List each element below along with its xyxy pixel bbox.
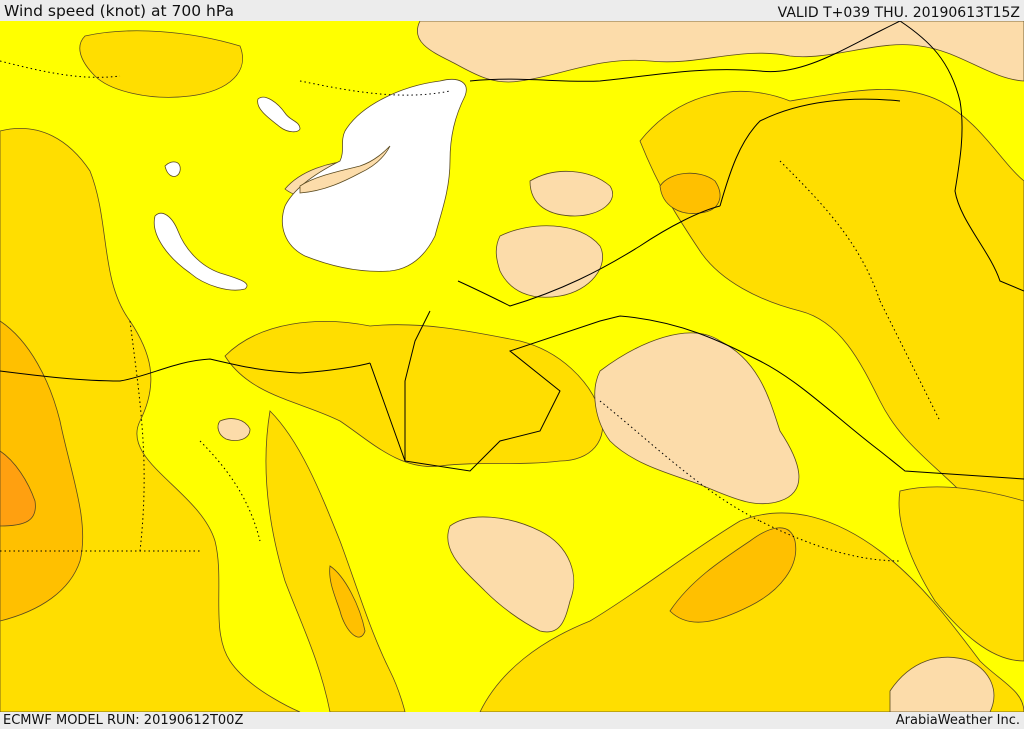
calm-area-syria bbox=[529, 170, 613, 217]
wind-area-strong-north bbox=[659, 172, 721, 214]
admin-borders bbox=[0, 60, 941, 562]
wind-area-sinai bbox=[265, 410, 406, 712]
calm-area-jordan bbox=[495, 225, 603, 298]
calm-area-coast bbox=[217, 418, 251, 441]
wind-area-strong-sinai bbox=[329, 565, 366, 638]
calm-area-north bbox=[417, 21, 1024, 83]
footer-bar: ECMWF MODEL RUN: 20190612T00Z ArabiaWeat… bbox=[0, 712, 1024, 729]
wind-area-south bbox=[479, 512, 1024, 712]
calm-area-east bbox=[594, 332, 800, 505]
wind-area-maximum bbox=[0, 450, 36, 527]
calm-area-south bbox=[447, 516, 574, 633]
water-lake-west bbox=[153, 212, 248, 291]
wind-area-strong-south bbox=[669, 527, 797, 623]
border-lines bbox=[0, 21, 1024, 480]
model-run-label: ECMWF MODEL RUN: 20190612T00Z bbox=[3, 713, 244, 728]
map-canvas bbox=[0, 21, 1024, 712]
wind-area-strong-west bbox=[0, 320, 84, 622]
header-bar: Wind speed (knot) at 700 hPa VALID T+039… bbox=[0, 0, 1024, 21]
wind-speed-map bbox=[0, 21, 1024, 712]
water-lake-small bbox=[164, 161, 181, 177]
wind-area-central bbox=[224, 321, 603, 467]
valid-time-label: VALID T+039 THU. 20190613T15Z bbox=[777, 5, 1020, 21]
wind-area-northwest bbox=[79, 30, 243, 98]
provider-label: ArabiaWeather Inc. bbox=[895, 713, 1020, 728]
calm-area-southeast bbox=[889, 657, 995, 712]
cyprus-island bbox=[299, 145, 391, 194]
water-lake-north bbox=[257, 96, 301, 133]
wind-area-east bbox=[898, 486, 1024, 662]
map-title: Wind speed (knot) at 700 hPa bbox=[4, 2, 235, 20]
